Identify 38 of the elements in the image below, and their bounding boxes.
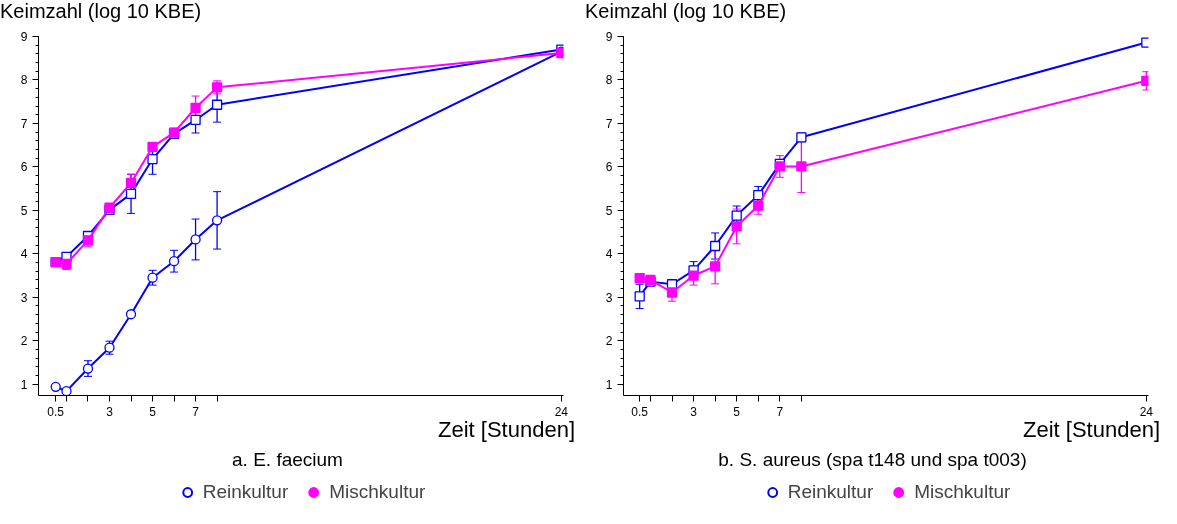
y-tick-label: 6 — [20, 160, 28, 175]
y-tick-label: 8 — [20, 73, 28, 88]
y-axis-title: Keimzahl (log 10 KBE) — [0, 0, 202, 22]
y-tick-label: 1 — [605, 377, 613, 392]
x-tick-label: 24 — [554, 404, 569, 419]
y-tick-label: 3 — [605, 290, 613, 305]
y-tick-label: 4 — [605, 247, 613, 262]
y-tick-label: 4 — [20, 247, 28, 262]
y-tick-label: 7 — [605, 116, 613, 131]
x-tick-label: 7 — [192, 404, 200, 419]
text: a. E. faecium — [232, 449, 343, 471]
legend-label: Mischkultur — [329, 481, 426, 503]
y-tick-label: 9 — [605, 30, 613, 44]
legend-label: Mischkultur — [914, 481, 1011, 503]
x-tick-label: 0.5 — [47, 404, 65, 419]
y-tick-label: 5 — [605, 203, 613, 218]
y-tick-label: 9 — [20, 30, 28, 44]
x-tick-label: 24 — [1139, 404, 1154, 419]
x-tick-label: 0.5 — [631, 404, 649, 419]
x-tick-label: 7 — [776, 404, 784, 419]
y-tick-label: 6 — [605, 160, 613, 175]
legend-label: Reinkultur — [787, 481, 874, 503]
x-tick-label: 5 — [149, 404, 157, 419]
y-tick-label: 2 — [20, 334, 28, 349]
y-tick-label: 5 — [20, 203, 28, 218]
y-tick-label: 3 — [20, 290, 28, 305]
x-tick-label: 3 — [106, 404, 114, 419]
legend-label: Reinkultur — [202, 481, 289, 503]
y-tick-label: 2 — [605, 334, 613, 349]
y-tick-label: 8 — [605, 73, 613, 88]
x-axis-title: Zeit [Stunden] — [1023, 417, 1160, 443]
y-tick-label: 7 — [20, 116, 28, 131]
text: b. S. aureus (spa t148 und spa t003) — [718, 449, 1027, 471]
x-axis-title: Zeit [Stunden] — [438, 417, 575, 443]
y-axis-title: Keimzahl (log 10 KBE) — [585, 0, 787, 22]
x-tick-label: 3 — [690, 404, 698, 419]
y-tick-label: 1 — [20, 377, 28, 392]
x-tick-label: 5 — [733, 404, 741, 419]
